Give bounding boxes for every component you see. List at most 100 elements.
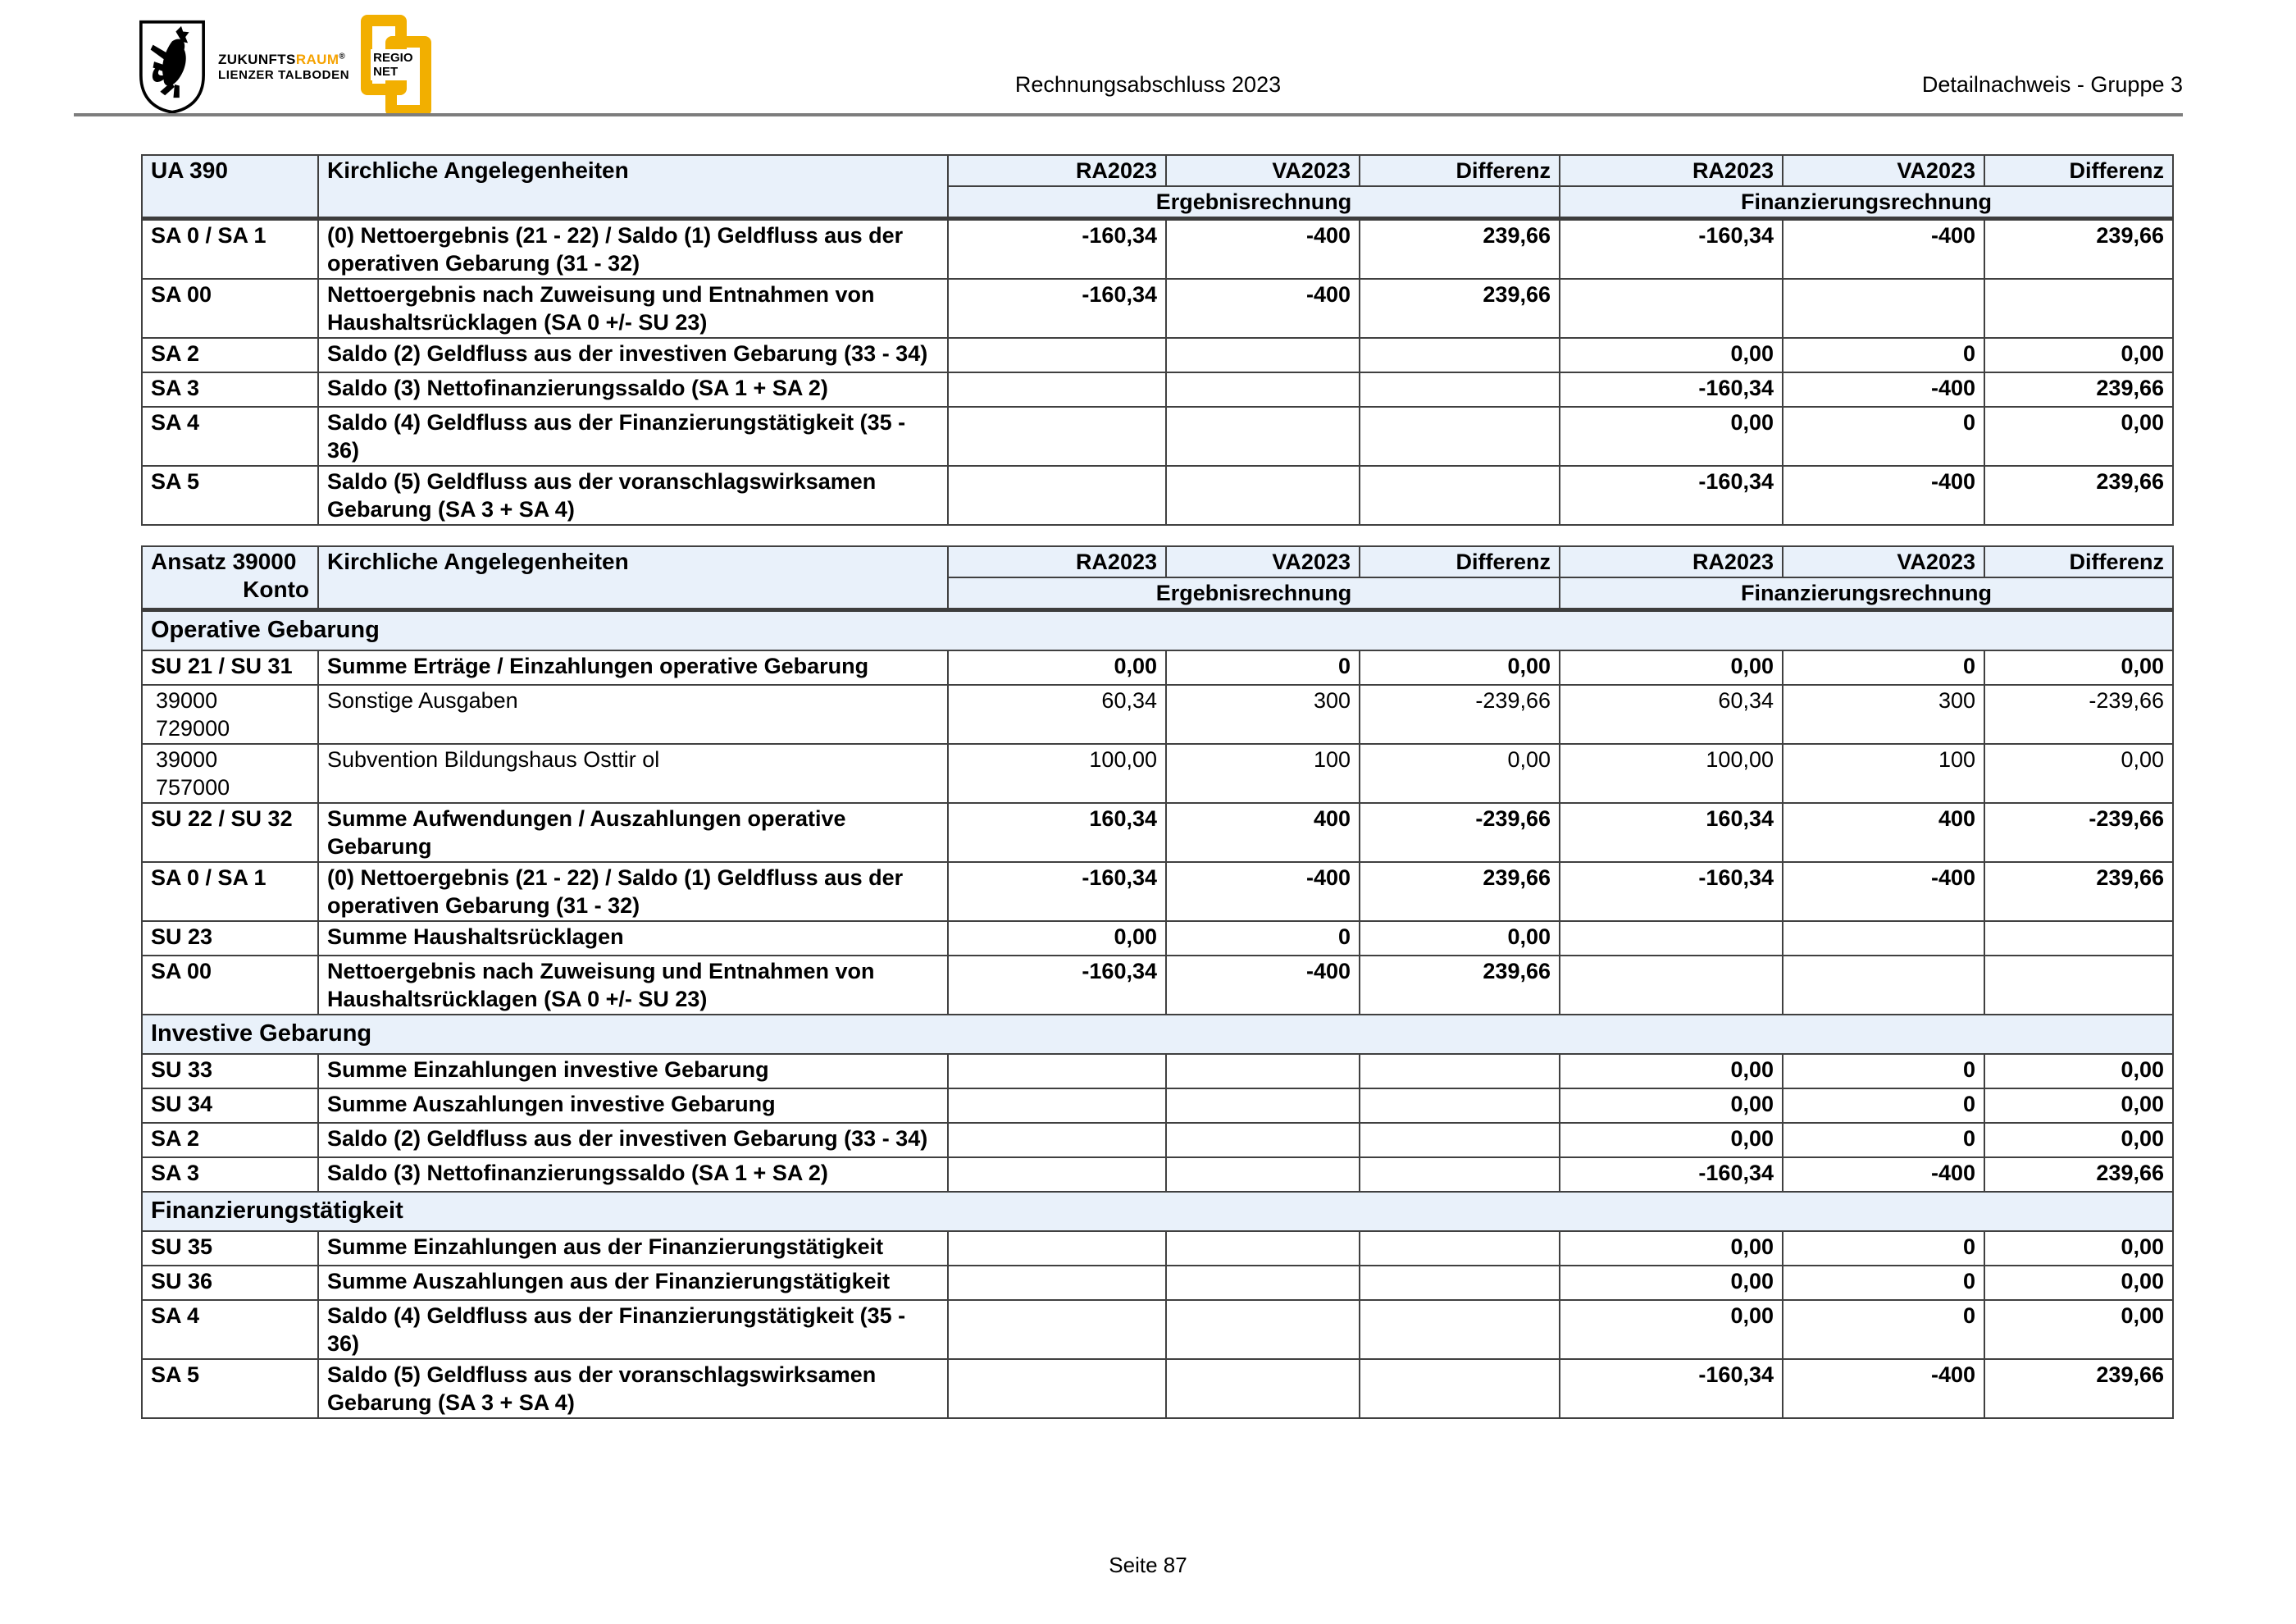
value-cell: 239,66 [1359, 955, 1560, 1015]
row-code: SA 3 [141, 1156, 319, 1193]
col-header-ra2023: RA2023 [1559, 545, 1784, 578]
value-cell [1984, 278, 2174, 339]
table-row: SA 4 Saldo (4) Geldfluss aus der Finanzi… [141, 406, 2174, 467]
table-row: SA 3 Saldo (3) Nettofinanzierungssaldo (… [141, 1156, 2174, 1193]
value-cell [1359, 465, 1560, 526]
row-label: Nettoergebnis nach Zuweisung und Entnahm… [317, 278, 949, 339]
value-cell: 239,66 [1984, 1156, 2174, 1193]
value-cell: -400 [1782, 861, 1985, 922]
row-label: Saldo (5) Geldfluss aus der voranschlags… [317, 465, 949, 526]
row-label: Saldo (2) Geldfluss aus der investiven G… [317, 1122, 949, 1158]
value-cell: 239,66 [1359, 217, 1560, 280]
value-cell: 0,00 [1559, 1053, 1784, 1089]
table-row: SU 21 / SU 31 Summe Erträge / Einzahlung… [141, 650, 2174, 686]
value-cell: 239,66 [1984, 217, 2174, 280]
konto-label: Konto [243, 577, 309, 602]
row-label: Summe Erträge / Einzahlungen operative G… [317, 650, 949, 686]
table-row: SU 36 Summe Auszahlungen aus der Finanzi… [141, 1265, 2174, 1301]
value-cell [1782, 278, 1985, 339]
value-cell: -400 [1782, 372, 1985, 408]
brand-name: ZUKUNFTSRAUM® [218, 52, 349, 68]
row-code: SU 21 / SU 31 [141, 650, 319, 686]
brand-text: ZUKUNFTSRAUM® LIENZER TALBODEN [218, 52, 349, 82]
value-cell [947, 1156, 1167, 1193]
col-header-va2023: VA2023 [1165, 154, 1360, 187]
table-row: SU 22 / SU 32 Summe Aufwendungen / Ausza… [141, 802, 2174, 863]
value-cell: -239,66 [1359, 802, 1560, 863]
value-cell: 100,00 [947, 743, 1167, 804]
value-cell: 300 [1782, 684, 1985, 745]
value-cell: 0,00 [1984, 1053, 2174, 1089]
value-cell [947, 1299, 1167, 1360]
table-row: 39000 729000 Sonstige Ausgaben 60,34 300… [141, 684, 2174, 745]
row-code: 39000 729000 [141, 684, 319, 745]
value-cell [1559, 955, 1784, 1015]
row-code: SU 23 [141, 920, 319, 956]
value-cell: 160,34 [1559, 802, 1784, 863]
value-cell: 0,00 [1359, 920, 1560, 956]
value-cell [947, 337, 1167, 373]
document-subtitle: Detailnachweis - Gruppe 3 [1921, 72, 2183, 97]
table-row: SA 3 Saldo (3) Nettofinanzierungssaldo (… [141, 372, 2174, 408]
value-cell: 0 [1165, 650, 1360, 686]
row-code: SA 00 [141, 955, 319, 1015]
col-header-differenz: Differenz [1359, 545, 1560, 578]
value-cell: 0,00 [947, 650, 1167, 686]
value-cell [1984, 955, 2174, 1015]
value-cell: -160,34 [1559, 861, 1784, 922]
regio-net-logo: REGIO NET [361, 15, 436, 118]
value-cell [947, 1053, 1167, 1089]
table-row: 39000 757000 Subvention Bildungshaus Ost… [141, 743, 2174, 804]
value-cell: 0,00 [1984, 1230, 2174, 1266]
table-row: SA 2 Saldo (2) Geldfluss aus der investi… [141, 1122, 2174, 1158]
ansatz-label: Ansatz 39000 [151, 549, 297, 574]
value-cell [1984, 920, 2174, 956]
col-header-differenz: Differenz [1359, 154, 1560, 187]
row-code: SA 00 [141, 278, 319, 339]
row-label: Subvention Bildungshaus Osttir ol [317, 743, 949, 804]
row-label: Sonstige Ausgaben [317, 684, 949, 745]
section-header-operative-gebarung: Operative Gebarung [141, 609, 2174, 651]
value-cell: -160,34 [1559, 465, 1784, 526]
table-row: SA 5 Saldo (5) Geldfluss aus der voransc… [141, 465, 2174, 526]
value-cell [1165, 1122, 1360, 1158]
coat-of-arms-icon [139, 20, 205, 114]
value-cell [1359, 1230, 1560, 1266]
row-label: Saldo (5) Geldfluss aus der voranschlags… [317, 1358, 949, 1419]
row-code: SU 33 [141, 1053, 319, 1089]
page-number: Seite 87 [1109, 1553, 1187, 1577]
row-label: (0) Nettoergebnis (21 - 22) / Saldo (1) … [317, 861, 949, 922]
group-header-finanzierungsrechnung: Finanzierungsrechnung [1559, 185, 2174, 220]
value-cell: 0,00 [1559, 650, 1784, 686]
row-label: Summe Auszahlungen aus der Finanzierungs… [317, 1265, 949, 1301]
value-cell: -160,34 [1559, 1156, 1784, 1193]
value-cell [947, 1088, 1167, 1124]
value-cell: 0,00 [1984, 406, 2174, 467]
value-cell: 0,00 [1984, 743, 2174, 804]
value-cell [1165, 1265, 1360, 1301]
value-cell [1359, 337, 1560, 373]
value-cell: -160,34 [947, 955, 1167, 1015]
value-cell: 0,00 [1359, 743, 1560, 804]
value-cell: 0 [1782, 1088, 1985, 1124]
value-cell: 239,66 [1984, 861, 2174, 922]
value-cell [1782, 920, 1985, 956]
value-cell: -400 [1165, 278, 1360, 339]
value-cell [1559, 278, 1784, 339]
row-code: SU 34 [141, 1088, 319, 1124]
group-header-finanzierungsrechnung: Finanzierungsrechnung [1559, 577, 2174, 611]
logo-cluster: ZUKUNFTSRAUM® LIENZER TALBODEN REGIO NET [136, 15, 436, 118]
row-code: SA 2 [141, 1122, 319, 1158]
table-row: SU 34 Summe Auszahlungen investive Gebar… [141, 1088, 2174, 1124]
row-label: Saldo (2) Geldfluss aus der investiven G… [317, 337, 949, 373]
brand-name-black: ZUKUNFTS [218, 51, 296, 67]
report-content: UA 390 Kirchliche Angelegenheiten RA2023… [141, 154, 2174, 1419]
value-cell: 0,00 [1559, 1122, 1784, 1158]
value-cell: 0 [1782, 1053, 1985, 1089]
row-code: SU 36 [141, 1265, 319, 1301]
value-cell: 300 [1165, 684, 1360, 745]
value-cell: 239,66 [1984, 372, 2174, 408]
table-header: Ansatz 39000 Konto Kirchliche Angelegenh… [141, 545, 2174, 611]
table-row: SA 2 Saldo (2) Geldfluss aus der investi… [141, 337, 2174, 373]
document-title: Rechnungsabschluss 2023 [1014, 72, 1282, 97]
